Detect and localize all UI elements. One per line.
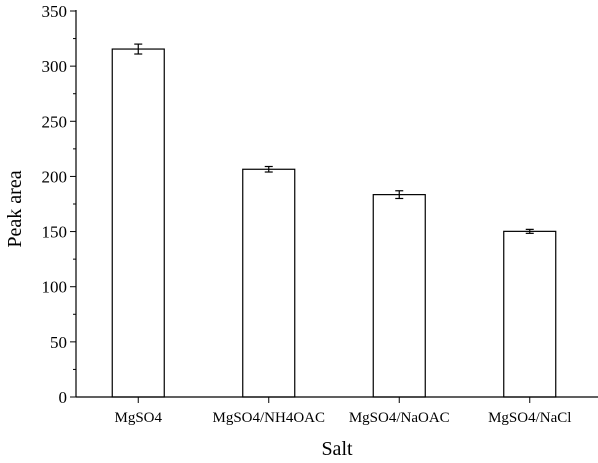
bars: [111, 48, 557, 398]
x-axis-title: Salt: [321, 438, 353, 460]
y-tick-label: 0: [59, 388, 68, 407]
y-tick-label: 350: [42, 2, 68, 21]
y-axis-title: Peak area: [4, 170, 26, 247]
error-bars: [134, 43, 534, 234]
x-tick-label: MgSO4/NaOAC: [349, 410, 450, 426]
y-tick-label: 150: [42, 223, 68, 242]
y-tick-label: 50: [50, 333, 67, 352]
y-tick-label: 100: [42, 278, 68, 297]
bar-2: [372, 194, 426, 398]
x-axis: MgSO4 MgSO4/NH4OAC MgSO4/NaOAC MgSO4/NaCl: [76, 396, 598, 426]
x-tick-label: MgSO4/NH4OAC: [212, 410, 325, 426]
y-tick-label: 200: [42, 167, 68, 186]
y-axis: 0 50 100 150 200 250 300 350: [42, 2, 77, 407]
bar-1: [242, 168, 296, 398]
bar-3: [503, 230, 557, 398]
x-tick-label: MgSO4/NaCl: [488, 410, 571, 426]
y-tick-label: 250: [42, 112, 68, 131]
x-tick-label: MgSO4: [114, 410, 162, 426]
y-tick-label: 300: [42, 57, 68, 76]
bar-0: [111, 48, 165, 398]
